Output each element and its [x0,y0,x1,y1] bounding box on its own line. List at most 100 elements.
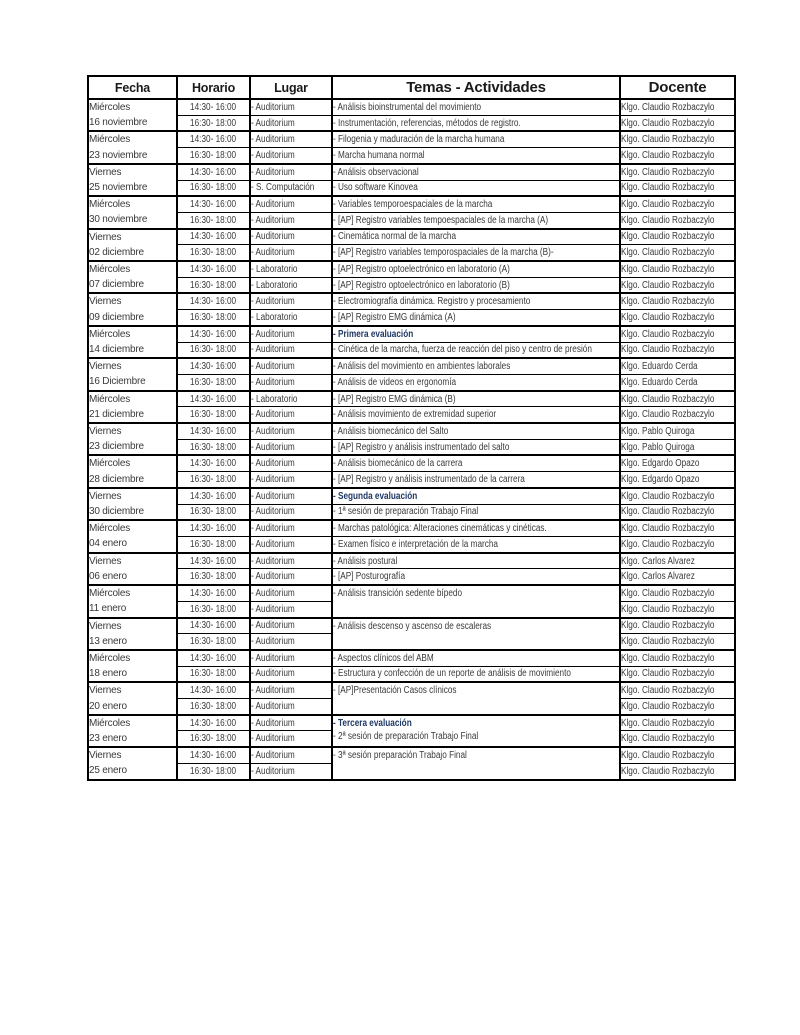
place-cell: - Auditorium [249,698,333,716]
time-label: 16:30- 18:00 [190,247,237,259]
teacher-label: Klgo. Claudio Rozbaczylo [621,344,715,356]
date-cell: Viernes 25 noviembre [87,162,178,197]
teacher-cell: Klgo. Claudio Rozbaczylo [619,389,736,408]
place-label: - Auditorium [251,700,295,712]
date-label: 06 enero [89,570,127,582]
teacher-cell: Klgo. Edgardo Opazo [619,454,736,473]
place-label: - Auditorium [251,199,295,211]
date-label: 16 noviembre [89,117,148,129]
schedule-row: 16:30- 18:00 - Auditorium - Instrumentació… [88,114,736,132]
schedule-row: 16:30- 18:00 - Auditorium Klgo. Claudio Ro… [88,762,736,781]
topic-cell: - [AP] Registro y análisis instrumentado… [331,438,621,456]
topic-label: - Análisis de videos en ergonomía [333,376,457,388]
teacher-cell: Klgo. Claudio Rozbaczylo [619,713,736,732]
topic-line: - 2ª sesión de preparación Trabajo Final [333,731,479,743]
topic-cell: - Filogenia y maduración de la marcha hu… [331,130,621,149]
teacher-label: Klgo. Claudio Rozbaczylo [621,166,715,178]
teacher-label: Klgo. Claudio Rozbaczylo [621,636,715,648]
time-label: 16:30- 18:00 [190,571,237,583]
schedule-row: Miércoles 21 diciembre 14:30- 16:00 - Labor… [87,389,736,424]
place-cell: - Auditorium [249,422,333,440]
schedule-row: 16:30- 18:00 - Auditorium - [AP] Posturogr… [88,568,736,586]
topic-label: - [AP] Registro EMG dinámica (B) [333,393,456,405]
day-label: Miércoles [89,458,130,470]
time-cell: 16:30- 18:00 [176,406,251,424]
place-cell: - Auditorium [249,147,333,165]
teacher-cell: Klgo. Claudio Rozbaczylo [619,503,736,521]
topic-label: - Cinética de la marcha, fuerza de reacc… [333,344,592,356]
place-cell: - Auditorium [249,357,333,375]
topic-cell: - Análisis descenso y ascenso de escaler… [331,616,621,651]
time-label: 16:30- 18:00 [190,700,237,712]
date-label: 09 diciembre [89,311,144,323]
teacher-cell: Klgo. Claudio Rozbaczylo [619,600,736,619]
place-label: - Auditorium [251,361,295,373]
date-label: 02 diciembre [89,246,144,258]
place-label: - Auditorium [251,474,295,486]
time-cell: 16:30- 18:00 [176,665,251,683]
time-label: 14:30- 16:00 [190,587,237,599]
date-cell: Miércoles 16 noviembre [87,97,178,132]
time-cell: 16:30- 18:00 [176,244,251,262]
topic-cell: - [AP] Registro variables tempoespaciale… [331,211,621,230]
teacher-label: Klgo. Eduardo Cerda [621,361,698,373]
topic-label: - Segunda evaluación [333,490,418,502]
date-label: 11 enero [89,603,127,615]
place-cell: - Auditorium [249,551,333,570]
teacher-label: Klgo. Claudio Rozbaczylo [621,134,715,146]
teacher-label: Klgo. Claudio Rozbaczylo [621,749,715,761]
topic-label: - Análisis biomecánico de la carrera [333,458,463,470]
date-label: 04 enero [89,538,127,550]
schedule-row: 16:30- 18:00 - Auditorium - Examen físico … [88,535,736,554]
date-label: 25 enero [89,765,127,777]
topic-cell: - Cinemática normal de la marcha [331,227,621,246]
topic-cell: - 3ª sesión preparación Trabajo Final [331,746,621,781]
topic-cell: - Análisis movimiento de extremidad supe… [331,406,621,424]
place-label: - Auditorium [251,685,295,697]
time-label: 16:30- 18:00 [190,668,237,680]
place-cell: - Auditorium [249,162,333,181]
time-label: 14:30- 16:00 [190,620,237,632]
time-cell: 14:30- 16:00 [176,357,251,375]
topic-label: - Instrumentación, referencias, métodos … [333,117,521,129]
day-label: Miércoles [89,523,130,535]
date-label: 25 noviembre [89,182,148,194]
topic-cell: - Segunda evaluación [331,486,621,505]
teacher-label: Klgo. Claudio Rozbaczylo [621,182,715,194]
date-label: 21 diciembre [89,408,144,420]
date-label: 16 Diciembre [89,376,146,388]
date-cell: Viernes 25 enero [87,746,178,781]
teacher-label: Klgo. Claudio Rozbaczylo [621,587,715,599]
teacher-cell: Klgo. Claudio Rozbaczylo [619,486,736,505]
topic-cell: - [AP] Registro y análisis instrumentado… [331,471,621,489]
schedule-row: Viernes 20 enero 14:30- 16:00 - Auditorium -… [87,681,736,716]
place-cell: - Auditorium [249,633,333,651]
day-label: Miércoles [89,652,130,664]
teacher-cell: Klgo. Claudio Rozbaczylo [619,97,736,116]
time-cell: 14:30- 16:00 [176,162,251,181]
topic-cell: - Primera evaluación [331,324,621,343]
time-cell: 14:30- 16:00 [176,681,251,700]
time-cell: 14:30- 16:00 [176,454,251,473]
time-label: 14:30- 16:00 [190,555,237,567]
time-cell: 14:30- 16:00 [176,195,251,213]
place-cell: - Auditorium [249,97,333,116]
date-label: 07 diciembre [89,279,144,291]
header-lugar: Lugar [249,75,333,100]
time-label: 14:30- 16:00 [190,652,237,664]
place-cell: - Auditorium [249,227,333,246]
time-cell: 16:30- 18:00 [176,309,251,327]
teacher-cell: Klgo. Claudio Rozbaczylo [619,114,736,132]
place-label: - Auditorium [251,117,295,129]
topic-label: - Examen físico e interpretación de la m… [333,538,498,550]
schedule-row: 16:30- 18:00 - Auditorium - [AP] Registro … [88,211,736,230]
place-cell: - Auditorium [249,762,333,781]
place-label: - Auditorium [251,328,295,340]
topic-cell: - 1ª sesión de preparación Trabajo Final [331,503,621,521]
schedule-row: Miércoles 23 noviembre 14:30- 16:00 - Audit… [87,130,736,165]
day-label: Viernes [89,685,122,697]
topic-cell: - [AP] Registro EMG dinámica (B) [331,389,621,408]
date-cell: Miércoles 18 enero [87,648,178,683]
date-cell: Viernes 20 enero [87,681,178,716]
